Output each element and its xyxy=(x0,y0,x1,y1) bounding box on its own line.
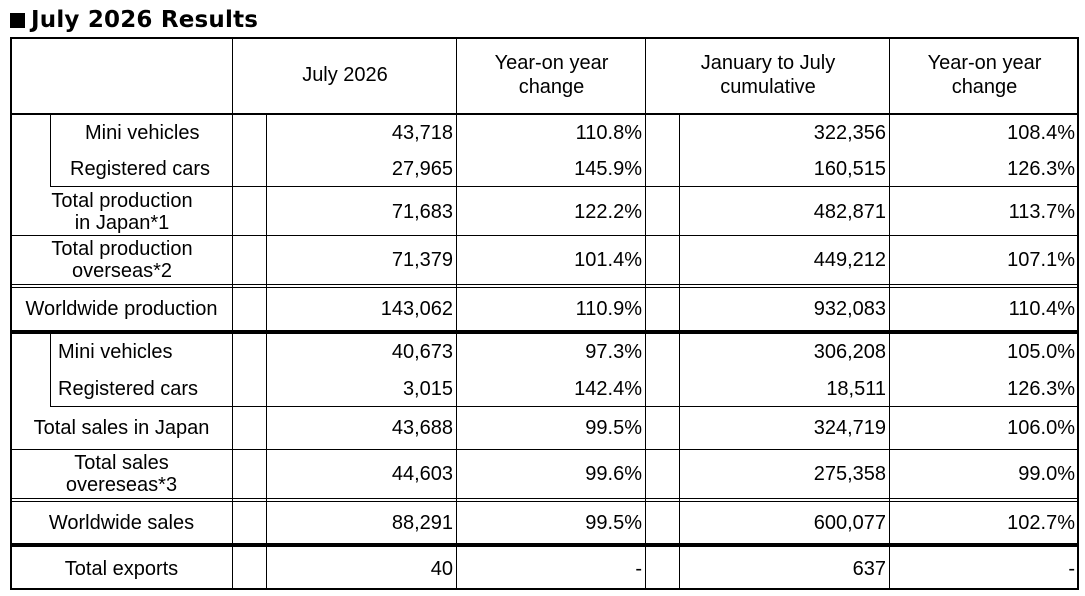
cell-cumulative: 306,208 xyxy=(813,341,886,363)
row-label: Worldwide sales xyxy=(48,512,195,534)
cell-yoy-cumulative: 99.0% xyxy=(1018,463,1075,485)
header-cumulative-line1: January to July xyxy=(700,52,836,74)
row-label: Total sales in Japan xyxy=(33,417,210,439)
cell-yoy-month: 101.4% xyxy=(574,249,642,271)
row-label: Mini vehicles xyxy=(58,341,173,363)
row-label-line1: Total production xyxy=(51,238,193,260)
cell-yoy-cumulative: - xyxy=(1068,558,1075,580)
header-month-text: July 2026 xyxy=(302,64,388,86)
cell-yoy-month: 142.4% xyxy=(574,377,642,400)
cell-month: 88,291 xyxy=(391,512,453,534)
row-label-line2: overseas*2 xyxy=(71,260,173,282)
border-line xyxy=(679,115,680,590)
cell-month: 40,673 xyxy=(391,341,453,363)
border-line xyxy=(1077,37,1079,590)
border-line xyxy=(50,186,1079,187)
black-square-icon xyxy=(10,12,25,28)
border-line xyxy=(10,588,1079,590)
border-line xyxy=(266,115,267,590)
border-line xyxy=(10,113,1079,115)
border-line xyxy=(889,37,890,590)
results-table: July 2026 Year-on year change January to… xyxy=(10,37,1079,590)
cell-yoy-cumulative: 126.3% xyxy=(1007,377,1075,400)
header-yoy-month: Year-on year change xyxy=(457,37,646,113)
cell-month: 43,718 xyxy=(391,122,453,144)
cell-yoy-month: 122.2% xyxy=(574,200,642,223)
row-label-line1: Total production xyxy=(51,189,193,212)
border-line xyxy=(50,115,51,187)
cell-cumulative: 324,719 xyxy=(813,417,886,439)
row-label: Total exports xyxy=(64,558,179,580)
row-label: Registered cars xyxy=(70,158,211,180)
cell-cumulative: 449,212 xyxy=(813,249,886,271)
cell-yoy-month: 99.5% xyxy=(585,512,642,534)
cell-cumulative: 932,083 xyxy=(813,298,886,320)
cell-yoy-month: 99.5% xyxy=(585,417,642,439)
border-line xyxy=(10,449,1079,450)
border-line xyxy=(10,501,1079,502)
cell-yoy-cumulative: 106.0% xyxy=(1007,417,1075,439)
cell-yoy-month: 145.9% xyxy=(574,158,642,180)
border-line xyxy=(50,406,1079,407)
row-label-line2: in Japan*1 xyxy=(74,211,170,234)
border-line xyxy=(10,37,1079,39)
cell-cumulative: 637 xyxy=(852,558,886,580)
cell-yoy-cumulative: 113.7% xyxy=(1008,200,1075,223)
cell-cumulative: 482,871 xyxy=(813,200,886,223)
page-title: July 2026 Results xyxy=(10,4,258,36)
row-label-line1: Total sales xyxy=(74,452,169,474)
cell-month: 43,688 xyxy=(391,417,453,439)
border-line xyxy=(50,334,51,407)
cell-yoy-cumulative: 110.4% xyxy=(1008,298,1075,320)
cell-month: 27,965 xyxy=(391,158,453,180)
cell-yoy-month: 97.3% xyxy=(585,341,642,363)
cell-cumulative: 600,077 xyxy=(813,512,886,534)
row-label: Worldwide production xyxy=(25,298,218,320)
row-label: Total production in Japan*1 xyxy=(36,187,208,236)
row-label: Total sales overeseas*3 xyxy=(10,450,233,498)
cell-cumulative: 160,515 xyxy=(813,158,886,180)
cell-yoy-cumulative: 102.7% xyxy=(1007,512,1075,534)
cell-month: 71,379 xyxy=(391,249,453,271)
cell-cumulative: 322,356 xyxy=(813,122,886,144)
cell-yoy-month: 110.8% xyxy=(575,122,642,144)
border-line xyxy=(10,235,1079,236)
header-yoy-month-line2: change xyxy=(518,76,585,98)
header-cumulative-line2: cumulative xyxy=(720,76,816,98)
border-line xyxy=(10,284,1079,285)
cell-yoy-cumulative: 107.1% xyxy=(1007,249,1075,271)
row-label-line2: overeseas*3 xyxy=(65,474,178,496)
border-line xyxy=(645,37,646,590)
cell-month: 44,603 xyxy=(391,463,453,485)
border-line xyxy=(10,37,12,590)
cell-cumulative: 275,358 xyxy=(813,463,886,485)
cell-month: 3,015 xyxy=(402,377,453,400)
header-yoy-month-line1: Year-on year xyxy=(494,52,609,74)
border-line xyxy=(10,330,1079,334)
row-label: Registered cars xyxy=(58,377,199,400)
border-line xyxy=(456,37,457,590)
header-month: July 2026 xyxy=(233,37,457,113)
page-title-text: July 2026 Results xyxy=(31,7,259,33)
cell-yoy-month: - xyxy=(635,558,642,580)
cell-yoy-month: 99.6% xyxy=(585,463,642,485)
cell-yoy-month: 110.9% xyxy=(575,298,642,320)
border-line xyxy=(232,37,233,590)
cell-yoy-cumulative: 108.4% xyxy=(1007,122,1075,144)
cell-month: 143,062 xyxy=(380,298,453,320)
border-line xyxy=(10,498,1079,499)
cell-month: 71,683 xyxy=(391,200,453,223)
header-yoy-cumulative-line1: Year-on year xyxy=(927,52,1042,74)
cell-month: 40 xyxy=(430,558,453,580)
row-label: Total production overseas*2 xyxy=(36,236,208,284)
row-label: Mini vehicles xyxy=(85,122,200,144)
cell-cumulative: 18,511 xyxy=(826,377,886,400)
border-line xyxy=(10,287,1079,288)
header-yoy-cumulative: Year-on year change xyxy=(890,37,1079,113)
header-yoy-cumulative-line2: change xyxy=(951,76,1018,98)
cell-yoy-cumulative: 105.0% xyxy=(1007,341,1075,363)
border-line xyxy=(10,543,1079,547)
cell-yoy-cumulative: 126.3% xyxy=(1007,158,1075,180)
header-cumulative: January to July cumulative xyxy=(646,37,890,113)
